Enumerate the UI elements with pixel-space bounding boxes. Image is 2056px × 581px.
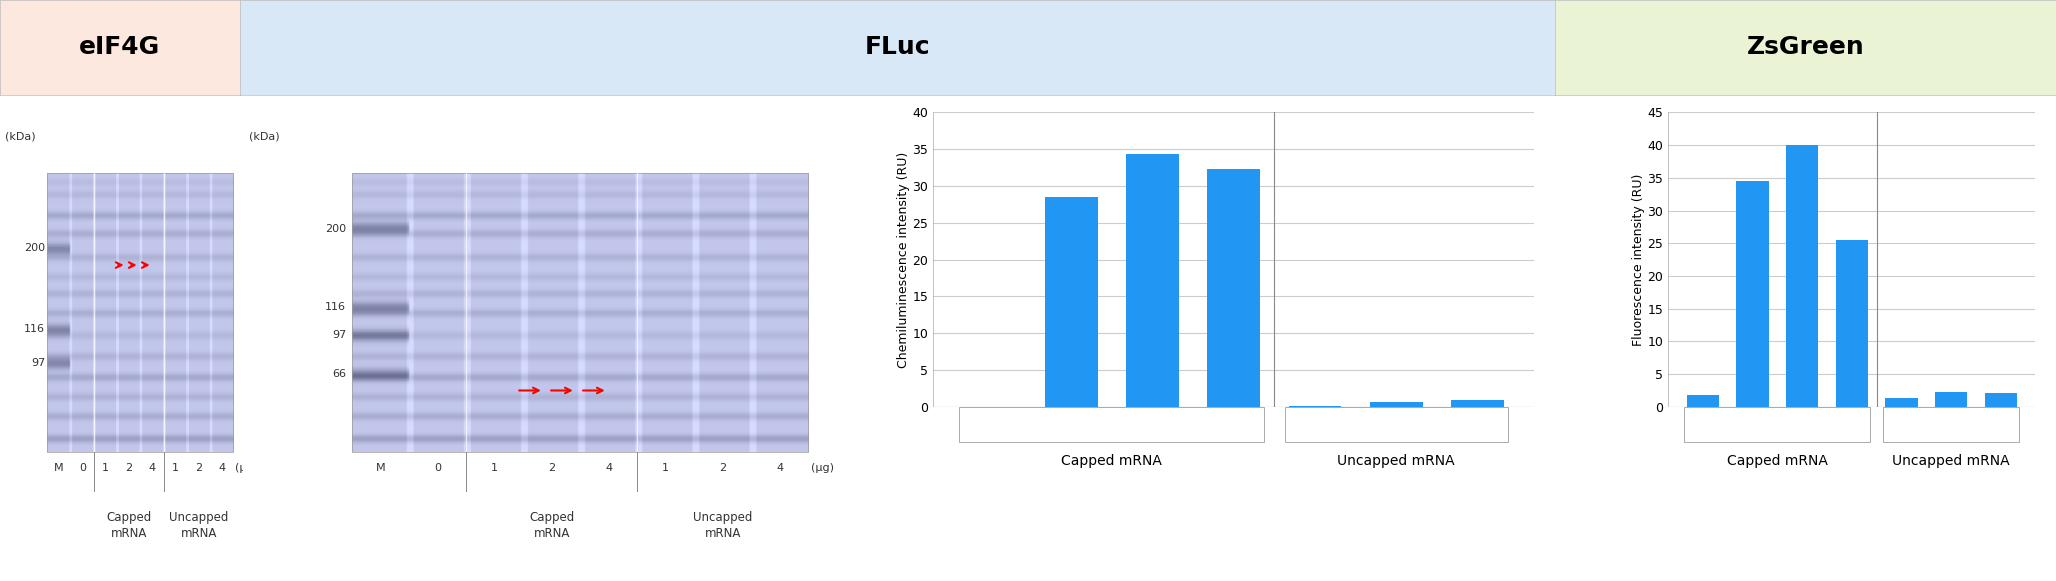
Text: 4: 4: [218, 463, 226, 474]
Text: 2: 2: [195, 463, 201, 474]
Bar: [1737, 181, 1768, 407]
Text: 97: 97: [333, 330, 345, 340]
Text: 1: 1: [103, 463, 109, 474]
Bar: [1935, 392, 1968, 407]
Text: 0: 0: [434, 463, 442, 474]
Text: Capped
mRNA: Capped mRNA: [107, 511, 152, 540]
Y-axis label: Fluorescence intensity (RU): Fluorescence intensity (RU): [1632, 173, 1645, 346]
Bar: [1369, 402, 1423, 407]
Bar: [1044, 197, 1098, 407]
Bar: [1787, 145, 1818, 407]
Text: 116: 116: [325, 302, 345, 312]
Bar: [1984, 393, 2017, 407]
Text: 2: 2: [720, 463, 726, 474]
FancyBboxPatch shape: [1883, 407, 2019, 442]
Text: 200: 200: [325, 224, 345, 234]
Text: 1: 1: [662, 463, 670, 474]
FancyBboxPatch shape: [960, 407, 1264, 442]
Text: (μg): (μg): [234, 463, 257, 474]
Text: ZsGreen: ZsGreen: [1748, 35, 1865, 59]
Text: 2: 2: [549, 463, 555, 474]
Text: M: M: [376, 463, 384, 474]
Y-axis label: Chemiluminescence intensity (RU): Chemiluminescence intensity (RU): [896, 152, 909, 368]
Text: 116: 116: [25, 324, 45, 334]
Text: 4: 4: [604, 463, 613, 474]
Bar: [1836, 240, 1869, 407]
Bar: [47, 173, 234, 452]
Text: FLuc: FLuc: [866, 35, 929, 59]
Text: Uncapped mRNA: Uncapped mRNA: [1892, 454, 2011, 468]
Text: (kDa): (kDa): [6, 132, 35, 142]
FancyBboxPatch shape: [1285, 407, 1507, 442]
Text: Capped
mRNA: Capped mRNA: [528, 511, 574, 540]
Bar: [1127, 155, 1178, 407]
Text: 0: 0: [78, 463, 86, 474]
Text: Uncapped mRNA: Uncapped mRNA: [1338, 454, 1456, 468]
Text: Uncapped
mRNA: Uncapped mRNA: [693, 511, 752, 540]
Bar: [1289, 406, 1341, 407]
Bar: [1207, 169, 1260, 407]
Text: (μg): (μg): [812, 463, 835, 474]
Text: 4: 4: [148, 463, 156, 474]
Text: 66: 66: [333, 369, 345, 379]
Text: 97: 97: [31, 358, 45, 368]
FancyBboxPatch shape: [1684, 407, 1871, 442]
Text: 1: 1: [173, 463, 179, 474]
Text: eIF4G: eIF4G: [80, 35, 160, 59]
Bar: [1686, 395, 1719, 407]
Bar: [352, 173, 808, 452]
Text: 4: 4: [777, 463, 783, 474]
Text: 2: 2: [125, 463, 132, 474]
Text: 1: 1: [491, 463, 498, 474]
Bar: [1885, 397, 1918, 407]
Text: Capped mRNA: Capped mRNA: [1727, 454, 1828, 468]
Text: Capped mRNA: Capped mRNA: [1061, 454, 1162, 468]
Bar: [1452, 400, 1505, 407]
Text: Uncapped
mRNA: Uncapped mRNA: [169, 511, 228, 540]
Text: (kDa): (kDa): [249, 132, 280, 142]
Text: M: M: [53, 463, 64, 474]
Text: 200: 200: [25, 243, 45, 253]
